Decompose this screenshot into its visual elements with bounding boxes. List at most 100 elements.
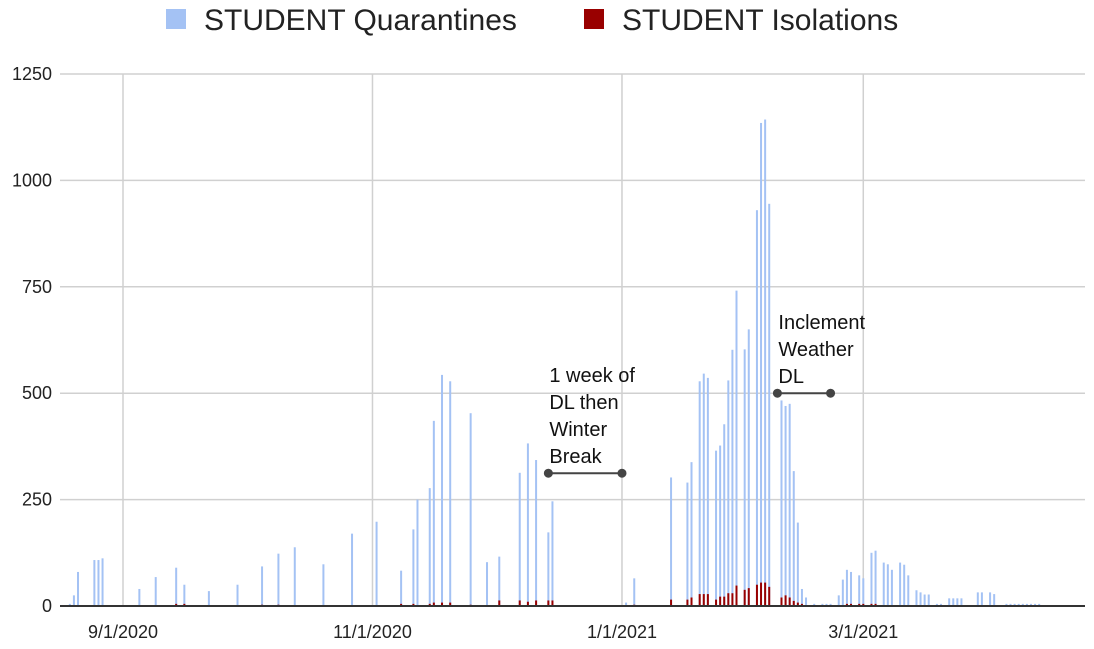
bar-isolations bbox=[670, 599, 673, 606]
y-tick-label: 1250 bbox=[12, 64, 52, 84]
bar-isolations bbox=[441, 602, 444, 606]
bar-isolations bbox=[690, 597, 693, 606]
bar-quarantines bbox=[1017, 603, 1020, 606]
bar-quarantines bbox=[940, 603, 942, 606]
bar-quarantines bbox=[690, 462, 693, 606]
bar-quarantines bbox=[1034, 603, 1037, 606]
bar-quarantines bbox=[183, 584, 186, 606]
bar-quarantines bbox=[1029, 603, 1032, 606]
x-tick-label: 11/1/2020 bbox=[333, 622, 412, 642]
gridlines bbox=[60, 73, 1085, 606]
bar-isolations bbox=[850, 603, 853, 606]
annotation-text: Weather bbox=[778, 339, 854, 361]
bar-quarantines bbox=[68, 603, 71, 606]
bar-quarantines bbox=[154, 577, 157, 606]
bar-isolations bbox=[498, 600, 501, 606]
bar-isolations bbox=[518, 600, 521, 606]
bar-quarantines bbox=[796, 522, 799, 606]
bar-isolations bbox=[747, 588, 750, 606]
bar-isolations bbox=[706, 594, 709, 606]
bar-quarantines bbox=[952, 598, 955, 606]
bar-quarantines bbox=[670, 477, 673, 606]
legend-label-isolations: STUDENT Isolations bbox=[622, 4, 898, 37]
bar-quarantines bbox=[486, 562, 489, 606]
bar-quarantines bbox=[400, 570, 403, 606]
bar-isolations bbox=[715, 599, 718, 606]
bar-quarantines bbox=[547, 532, 550, 606]
legend-label-quarantines: STUDENT Quarantines bbox=[204, 4, 517, 37]
bar-quarantines bbox=[760, 122, 763, 606]
bar-quarantines bbox=[1021, 603, 1024, 606]
bar-quarantines bbox=[207, 591, 210, 606]
bar-isolations bbox=[755, 584, 758, 606]
bar-quarantines bbox=[780, 400, 783, 606]
bar-quarantines bbox=[625, 602, 628, 606]
bar-isolations bbox=[800, 603, 803, 606]
annotation-text: 1 week of bbox=[549, 365, 635, 387]
bar-quarantines bbox=[416, 499, 419, 606]
bar-quarantines bbox=[788, 403, 791, 606]
bar-quarantines bbox=[956, 598, 959, 606]
bar-quarantines bbox=[821, 603, 824, 606]
bar-isolations bbox=[698, 594, 701, 606]
y-tick-label: 0 bbox=[42, 596, 52, 616]
bar-isolations bbox=[760, 582, 763, 606]
bar-isolations bbox=[731, 593, 734, 606]
bar-quarantines bbox=[927, 594, 930, 606]
bar-quarantines bbox=[960, 598, 963, 606]
x-tick-label: 9/1/2020 bbox=[88, 622, 158, 642]
bar-quarantines bbox=[719, 445, 722, 606]
bar-quarantines bbox=[976, 592, 979, 606]
bar-quarantines bbox=[412, 529, 415, 606]
legend-swatch-quarantines bbox=[166, 9, 186, 29]
y-tick-labels: 0 250 500 750 1000 1250 bbox=[12, 64, 52, 616]
bar-quarantines bbox=[441, 374, 444, 606]
bar-quarantines bbox=[77, 571, 80, 606]
bar-quarantines bbox=[1038, 603, 1041, 606]
annotation-text: DL bbox=[778, 366, 804, 388]
bar-isolations bbox=[428, 603, 431, 606]
bar-isolations bbox=[870, 603, 873, 606]
bar-quarantines bbox=[862, 578, 865, 606]
bar-quarantines bbox=[375, 521, 378, 606]
bar-quarantines bbox=[633, 578, 636, 606]
bar-isolations bbox=[874, 603, 877, 606]
annotation-start-dot bbox=[772, 388, 782, 398]
annotation-text: Break bbox=[549, 446, 602, 468]
bar-isolations bbox=[727, 593, 730, 606]
bar-quarantines bbox=[293, 547, 296, 606]
bar-isolations bbox=[845, 603, 848, 606]
bar-quarantines bbox=[723, 424, 726, 606]
bar-quarantines bbox=[322, 564, 325, 606]
bar-isolations bbox=[449, 602, 452, 606]
bar-quarantines bbox=[850, 571, 853, 606]
bar-quarantines bbox=[784, 405, 787, 606]
bar-isolations bbox=[792, 600, 795, 606]
bar-quarantines bbox=[935, 603, 938, 606]
bar-quarantines bbox=[236, 584, 239, 606]
bar-isolations bbox=[862, 603, 865, 606]
bar-isolations bbox=[551, 600, 554, 606]
annotations: 1 week of DL then Winter Break Inclement Weat… bbox=[543, 312, 866, 478]
bar-quarantines bbox=[845, 569, 848, 606]
bar-quarantines bbox=[923, 594, 926, 606]
annotation-text: Inclement bbox=[778, 312, 865, 334]
bar-quarantines bbox=[428, 488, 431, 606]
bar-quarantines bbox=[948, 598, 951, 606]
bar-quarantines bbox=[432, 420, 435, 606]
bar-quarantines bbox=[526, 443, 529, 606]
bar-isolations bbox=[719, 596, 722, 606]
bar-quarantines bbox=[101, 558, 104, 606]
bar-quarantines bbox=[764, 119, 767, 607]
bar-quarantines bbox=[747, 329, 750, 606]
bar-quarantines bbox=[535, 460, 538, 606]
bar-quarantines bbox=[1005, 603, 1008, 606]
bar-quarantines bbox=[1025, 603, 1028, 606]
bar-quarantines bbox=[837, 595, 840, 606]
bar-isolations bbox=[412, 603, 415, 606]
bar-isolations bbox=[858, 603, 861, 606]
bar-quarantines bbox=[715, 450, 718, 606]
bar-quarantines bbox=[138, 588, 141, 606]
